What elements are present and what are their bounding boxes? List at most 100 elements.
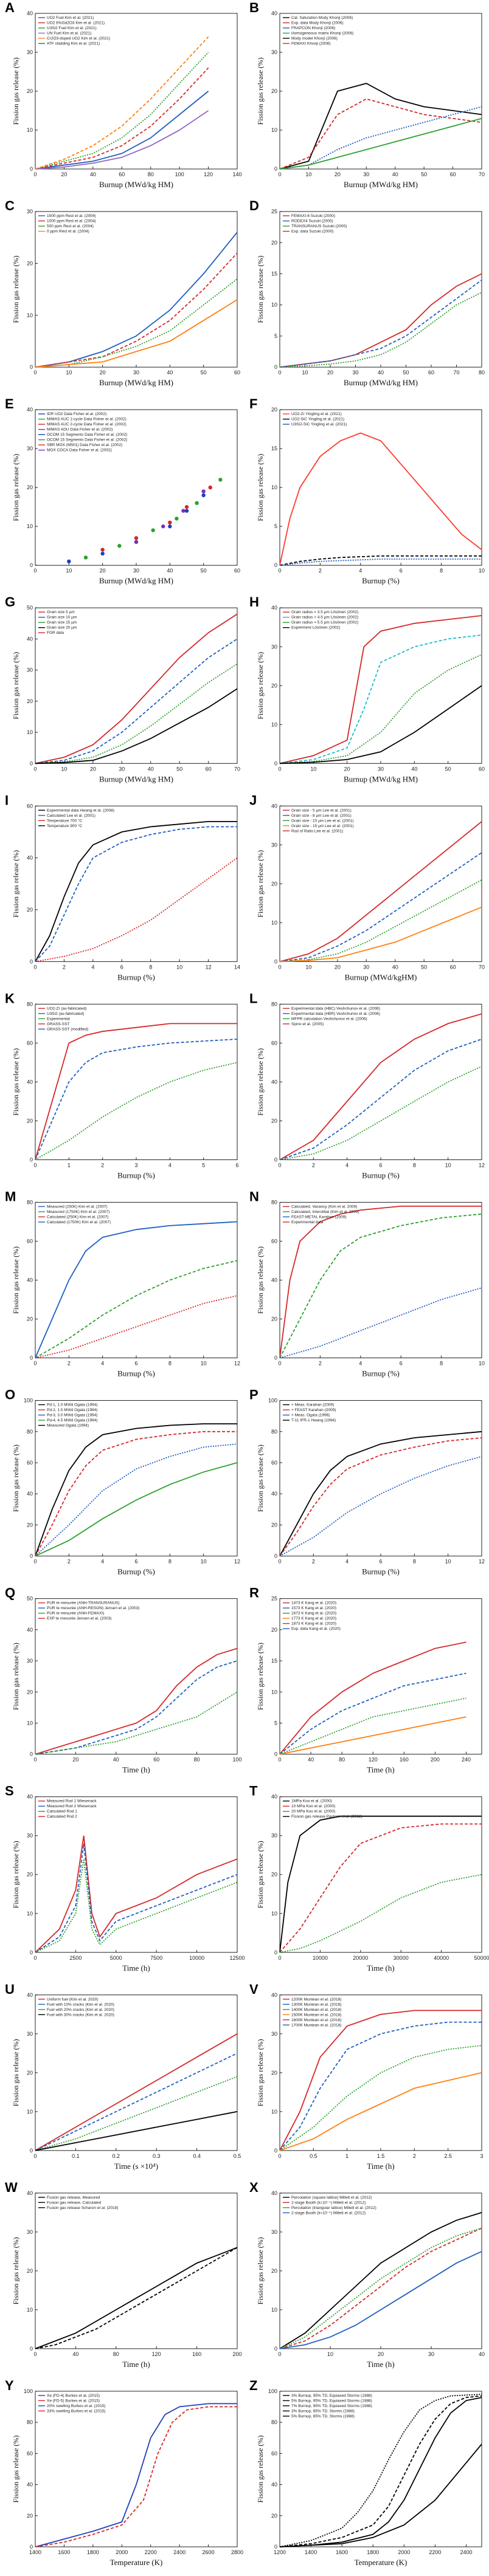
y-tick-label: 0 (30, 1355, 33, 1361)
series-line (35, 67, 209, 170)
y-tick-label: 0 (30, 1553, 33, 1559)
x-tick-label: 40 (378, 369, 384, 376)
x-axis-label: Time (h) (122, 1963, 150, 1973)
data-point (175, 517, 179, 521)
legend-entry: EXP te mesurée Jensen et al. (2003) (47, 1616, 111, 1621)
plot-frame (279, 607, 482, 764)
panel-letter: J (249, 792, 257, 808)
data-point (184, 509, 189, 513)
legend-entry: Fusion gas release, Measured (47, 2196, 100, 2200)
x-tick-label: 40 (90, 171, 96, 177)
y-tick-label: 20 (27, 1118, 33, 1124)
legend-entry: Grain size - 15 µm Lee et al. (2001) (291, 824, 353, 828)
x-tick-label: 10 (201, 1361, 207, 1367)
plot-frame (35, 2391, 238, 2547)
legend-entry: 1500K Muntean et al. (2018) (291, 2013, 341, 2017)
legend-entry: FEAST-METAL Karahan (2009) (291, 1215, 347, 1219)
y-tick-label: 0 (274, 1751, 277, 1757)
legend-entry: UO2-Zr Yingling et al. (2021) (291, 412, 342, 416)
plot-frame (35, 1598, 238, 1755)
x-tick-label: 12500 (229, 1955, 244, 1961)
series-line (279, 2072, 482, 2151)
y-tick-label: 0 (30, 2544, 33, 2550)
y-tick-label: 20 (271, 1522, 277, 1528)
y-tick-label: 40 (27, 1992, 33, 1998)
legend-entry: 1673 K Kang et al. (2020) (291, 1612, 336, 1616)
x-tick-label: 30 (378, 766, 384, 772)
legend-entry: 1700K Muntean et al. (2018) (291, 2023, 341, 2027)
y-tick-label: 40 (271, 803, 277, 809)
panel-s: S 0 2500 5000 7500 10000 12500 0 10 20 30 40 Time (h… (5, 1784, 245, 1973)
y-tick-label: 40 (271, 1079, 277, 1085)
legend-entry: Cal. Saturation Mody Khonji (2006) (291, 16, 353, 20)
x-tick-label: 100 (175, 171, 184, 177)
plot-frame (279, 1003, 482, 1160)
panel-letter: I (5, 792, 9, 808)
x-tick-label: 60 (206, 766, 212, 772)
y-tick-label: 20 (27, 2513, 33, 2519)
y-tick-label: 5 (274, 1720, 277, 1726)
x-tick-label: 4 (345, 1559, 349, 1565)
x-axis-label: Burnup (%) (362, 1170, 400, 1180)
plot-frame (35, 13, 238, 170)
x-tick-label: 140 (232, 171, 241, 177)
series-line (35, 110, 209, 170)
legend-entry: Pd-3, 3.0 MWd Ogata (1994) (47, 1413, 97, 1418)
x-tick-label: 10 (66, 568, 72, 574)
y-tick-label: 0 (30, 958, 33, 964)
x-tick-label: 10 (305, 964, 311, 970)
y-tick-label: 0 (30, 2346, 33, 2352)
y-axis-label: Fission gas release (%) (12, 2039, 20, 2106)
legend-entry: 7% Burnup, 95% TD, Equiaxed Storms (1988… (291, 2404, 372, 2408)
y-tick-label: 40 (27, 2482, 33, 2488)
panel-w: W 0 40 80 120 160 200 0 10 20 30 40 Time (h) Fission … (5, 2180, 242, 2369)
y-tick-label: 20 (271, 239, 277, 246)
series-line (35, 252, 238, 368)
x-tick-label: 12 (234, 1559, 240, 1565)
plot-frame (35, 1400, 238, 1557)
plot-frame (35, 1201, 238, 1359)
legend-entry: Calculated, Vacancy (Kim et al. 2009) (291, 1204, 357, 1209)
x-axis-label: Time (h) (367, 1765, 394, 1774)
plot-frame (279, 211, 482, 368)
x-tick-label: 8 (440, 1361, 443, 1367)
y-axis-label: Fission gas release (%) (12, 2435, 20, 2502)
legend-entry: 1000 ppm Rest et al. (2004) (47, 219, 96, 224)
plot-frame (279, 409, 482, 566)
x-tick-label: 6 (400, 1361, 403, 1367)
x-axis-label: Time (h) (367, 1963, 394, 1973)
series-line (35, 2406, 237, 2547)
x-tick-label: 1400 (29, 2549, 41, 2555)
series-line (35, 52, 209, 170)
legend-entry: Uniform fuel (Kim et al. 2020) (47, 1997, 99, 2002)
x-tick-label: 0 (278, 171, 281, 177)
panel-letter: F (249, 396, 257, 411)
panel-r: R 0 40 80 120 160 200 240 0 5 10 15 20 25 Time (h) Fiss… (249, 1585, 482, 1774)
legend-entry: PUR te mesurée (ANH-FEMAXI) (47, 1612, 104, 1616)
legend-entry: 1MPa Koo et al. (2000) (291, 1799, 332, 1804)
x-tick-label: 0 (33, 2351, 36, 2357)
series-line (35, 2247, 238, 2349)
y-tick-label: 60 (271, 1460, 277, 1466)
series-line (35, 613, 238, 764)
legend-entry: Exp. data Kang et al. (2020) (291, 1627, 341, 1631)
x-tick-label: 60 (450, 171, 456, 177)
panel-letter: H (249, 594, 259, 610)
panel-z: Z 1200 1400 1600 1800 2000 2200 2400 0 20 40 60 80 10… (249, 2378, 482, 2567)
series-line (279, 2227, 482, 2349)
x-tick-label: 3 (134, 1162, 137, 1168)
panel-letter: C (5, 198, 15, 213)
y-axis-label: Fission gas release (%) (256, 1444, 265, 1512)
panel-letter: N (249, 1189, 259, 1204)
y-tick-label: 20 (27, 1872, 33, 1878)
panel-l: L 0 2 4 6 8 10 12 0 20 40 60 80 Burnup (%) Fission gas… (249, 991, 485, 1180)
series-line (35, 826, 237, 963)
y-tick-label: 20 (271, 88, 277, 94)
series-line (279, 273, 482, 368)
x-tick-label: 1 (345, 2153, 349, 2159)
x-tick-label: 0 (278, 1361, 281, 1367)
legend-entry: Grain radius = 4.5 µm Lösönen (2002) (291, 616, 358, 620)
legend-entry: T-11 IFR-1 Hwang (1994) (291, 1418, 336, 1423)
y-tick-label: 10 (27, 729, 33, 735)
